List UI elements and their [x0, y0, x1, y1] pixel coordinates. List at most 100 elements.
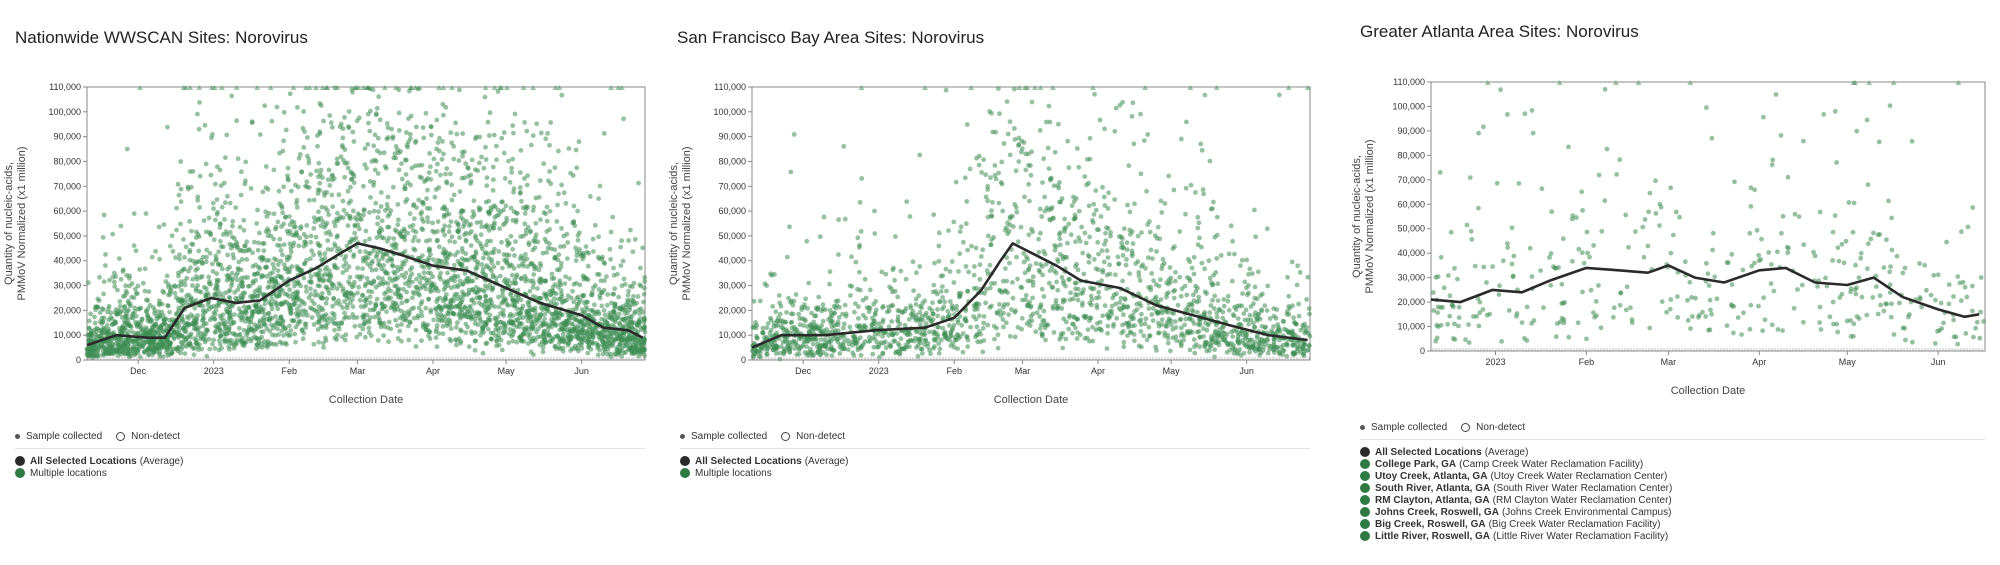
- sample-point: [500, 293, 505, 298]
- sample-point: [955, 346, 960, 351]
- sample-point: [1225, 293, 1231, 299]
- sample-point: [214, 197, 220, 203]
- sample-point: [407, 311, 412, 316]
- sample-point: [462, 271, 468, 276]
- sample-point: [367, 210, 372, 215]
- sample-point: [329, 192, 335, 198]
- sample-point: [367, 179, 373, 184]
- sample-point: [319, 295, 325, 301]
- sample-point: [471, 254, 477, 260]
- sample-point: [528, 349, 534, 355]
- legend-location-item[interactable]: Multiple locations: [15, 467, 645, 479]
- sample-point: [262, 338, 267, 344]
- sample-point: [231, 345, 237, 351]
- sample-point: [293, 224, 298, 230]
- sample-point: [362, 146, 368, 152]
- sample-point: [637, 346, 643, 352]
- sample-point: [538, 130, 544, 136]
- sample-point: [514, 272, 520, 278]
- sample-point: [350, 89, 355, 95]
- sample-point: [770, 304, 776, 309]
- legend-location-item[interactable]: All Selected Locations (Average): [15, 455, 645, 467]
- sample-point: [211, 337, 217, 343]
- sample-point: [323, 205, 328, 211]
- sample-point: [347, 213, 353, 219]
- sample-point: [434, 323, 440, 328]
- sample-point: [241, 227, 247, 233]
- sample-point: [190, 314, 196, 320]
- sample-point: [542, 236, 548, 242]
- sample-point: [364, 312, 370, 318]
- sample-point: [472, 347, 478, 353]
- sample-point: [233, 332, 239, 338]
- sample-point: [478, 232, 484, 238]
- sample-point: [483, 298, 489, 304]
- sample-point: [480, 325, 486, 331]
- sample-point: [322, 224, 327, 230]
- sample-point: [345, 165, 351, 171]
- sample-point: [415, 315, 421, 321]
- sample-point: [412, 234, 417, 240]
- sample-point: [497, 273, 503, 279]
- sample-point: [531, 313, 536, 319]
- sample-point: [295, 105, 300, 110]
- sample-point: [1238, 263, 1243, 268]
- sample-point: [469, 297, 474, 303]
- sample-point: [343, 253, 349, 259]
- sample-point: [597, 256, 602, 262]
- sample-point: [570, 173, 576, 178]
- sample-point: [275, 262, 281, 268]
- sample-point: [547, 142, 552, 148]
- y-tick-label: 10,000: [53, 330, 81, 340]
- sample-point: [304, 223, 310, 228]
- sample-point: [233, 205, 239, 211]
- sample-point: [425, 215, 430, 220]
- sample-point: [1295, 263, 1301, 269]
- sample-point: [556, 284, 561, 290]
- sample-point: [113, 307, 119, 313]
- sample-point: [1139, 264, 1144, 269]
- sample-point: [618, 263, 624, 268]
- sample-point: [276, 188, 282, 194]
- sample-point: [577, 282, 583, 288]
- sample-point: [516, 310, 522, 316]
- sample-point: [407, 131, 413, 137]
- sample-point: [99, 306, 105, 312]
- sample-point: [585, 350, 591, 356]
- sample-point: [354, 334, 360, 340]
- sample-point: [176, 192, 182, 198]
- sample-point: [448, 252, 453, 257]
- sample-point: [421, 135, 427, 141]
- sample-point: [169, 284, 174, 290]
- sample-point: [817, 234, 823, 240]
- sample-point: [472, 317, 478, 322]
- sample-point: [84, 351, 90, 356]
- sample-point: [265, 342, 271, 348]
- sample-point: [254, 221, 260, 226]
- sample-point: [304, 234, 309, 240]
- sample-point: [556, 252, 562, 258]
- sample-point: [440, 139, 445, 144]
- sample-point: [1079, 224, 1084, 230]
- sample-point: [1025, 256, 1030, 262]
- sample-point: [239, 338, 245, 344]
- sample-point: [1197, 344, 1202, 350]
- sample-point: [311, 252, 316, 258]
- sample-point: [160, 322, 165, 327]
- sample-point: [241, 217, 247, 223]
- sample-point: [483, 242, 489, 248]
- chart-title: Nationwide WWSCAN Sites: Norovirus: [15, 28, 308, 47]
- sample-point: [612, 301, 618, 307]
- sample-point: [340, 334, 345, 340]
- sample-point: [488, 336, 494, 342]
- sample-point: [1192, 350, 1198, 356]
- sample-point: [312, 219, 318, 225]
- sample-point: [1114, 291, 1119, 297]
- sample-point: [182, 278, 187, 284]
- sample-point: [157, 349, 163, 355]
- sample-point: [277, 339, 283, 345]
- sample-point: [294, 205, 300, 210]
- sample-point: [463, 278, 468, 284]
- sample-point: [266, 317, 272, 323]
- sample-point: [167, 352, 173, 357]
